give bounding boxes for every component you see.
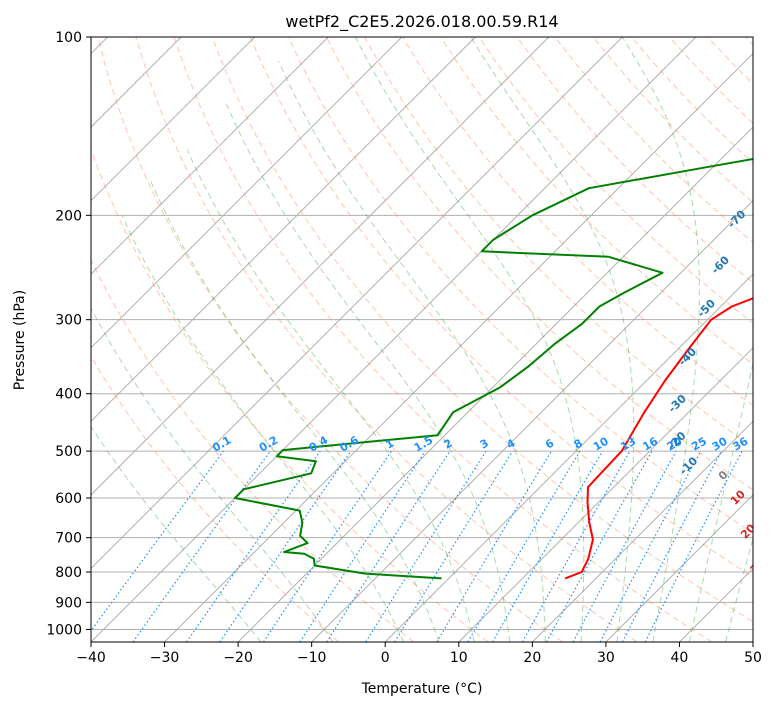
dry-adiabat-line xyxy=(249,37,753,578)
x-axis-label: Temperature (°C) xyxy=(361,681,483,697)
series-layer xyxy=(234,157,753,580)
moist-adiabat-line xyxy=(278,61,546,642)
isotherm-label: 30 xyxy=(748,556,768,576)
dry-adiabat-line xyxy=(91,258,414,642)
y-tick-label: 100 xyxy=(55,30,82,46)
isotherm-line xyxy=(311,199,753,642)
x-tick-label: 0 xyxy=(381,650,390,666)
moist-adiabat-line xyxy=(226,104,511,642)
y-tick-label: 800 xyxy=(55,565,82,581)
y-tick-label: 600 xyxy=(55,491,82,507)
mixing-ratio-line xyxy=(326,450,451,642)
moist-adiabat-line xyxy=(725,536,753,642)
x-tick-label: −20 xyxy=(223,650,253,666)
mixing-ratio-line xyxy=(262,450,392,642)
isotherm-line xyxy=(91,37,329,275)
x-tick-label: −40 xyxy=(76,650,106,666)
isotherm-line xyxy=(458,347,753,642)
dry-adiabat-line xyxy=(91,355,340,642)
mixing-ratio-line xyxy=(299,450,426,642)
isotherm-line xyxy=(531,420,753,642)
moist-adiabat-line xyxy=(355,37,585,642)
dry-adiabat-line xyxy=(97,37,563,642)
y-tick-label: 200 xyxy=(55,208,82,224)
x-tick-label: −10 xyxy=(297,650,327,666)
chart-title: wetPf2_C2E5.2026.018.00.59.R14 xyxy=(285,12,558,32)
isotherm-line xyxy=(91,37,476,423)
dry-adiabat-line xyxy=(173,37,713,642)
dewpoint-line xyxy=(234,157,753,580)
y-axis-label: Pressure (hPa) xyxy=(12,290,28,390)
mixing-ratio-line xyxy=(186,450,321,642)
isotherm-line xyxy=(384,273,753,642)
grid-layer xyxy=(91,37,753,642)
x-tick-label: 10 xyxy=(450,650,468,666)
x-tick-label: −30 xyxy=(150,650,180,666)
x-tick-label: 30 xyxy=(597,650,615,666)
y-tick-label: 500 xyxy=(55,444,82,460)
x-tick-label: 50 xyxy=(744,650,762,666)
x-tick-label: 40 xyxy=(671,650,689,666)
y-tick-label: 700 xyxy=(55,531,82,547)
x-tick-label: 20 xyxy=(523,650,541,666)
isotherm-line xyxy=(164,52,753,642)
moist-adiabat-line xyxy=(91,307,334,642)
mixing-ratio-line xyxy=(572,450,677,642)
isotherm-line xyxy=(91,37,697,642)
temperature-line xyxy=(564,297,753,580)
mixing-ratio-line xyxy=(521,450,631,642)
plot-frame xyxy=(90,36,754,643)
y-tick-label: 900 xyxy=(55,595,82,611)
mixing-ratio-line xyxy=(644,450,743,642)
y-tick-label: 300 xyxy=(55,313,82,329)
dry-adiabat-line xyxy=(135,37,638,642)
mixing-ratio-line xyxy=(219,450,352,642)
dry-adiabat-line xyxy=(211,37,753,623)
mixing-ratio-line xyxy=(132,450,271,642)
isotherm-line xyxy=(91,37,550,496)
y-tick-label: 400 xyxy=(55,387,82,403)
moist-adiabat-line xyxy=(150,180,440,642)
mixing-ratio-line xyxy=(394,450,514,642)
moist-adiabat-line xyxy=(621,37,700,642)
dry-adiabat-line xyxy=(326,37,753,491)
dry-adiabat-line xyxy=(287,37,753,534)
isotherm-line xyxy=(237,126,753,642)
isotherm-line xyxy=(91,37,623,570)
isotherm-line xyxy=(91,37,256,202)
isotherm-line xyxy=(91,37,403,349)
moist-adiabat-line xyxy=(186,149,475,642)
moist-adiabat-line xyxy=(91,425,262,642)
isotherm-line xyxy=(605,494,753,642)
moist-adiabat-line xyxy=(121,215,405,642)
mixing-ratio-line xyxy=(546,450,653,642)
mixing-ratio-line xyxy=(91,450,224,632)
axis-layer: −40 −30 −20 −10 0 10 20 30 40 50 100 200 300 400 500 60… xyxy=(46,30,762,666)
moist-adiabat-line xyxy=(688,360,753,642)
y-tick-label: 1000 xyxy=(46,622,82,638)
